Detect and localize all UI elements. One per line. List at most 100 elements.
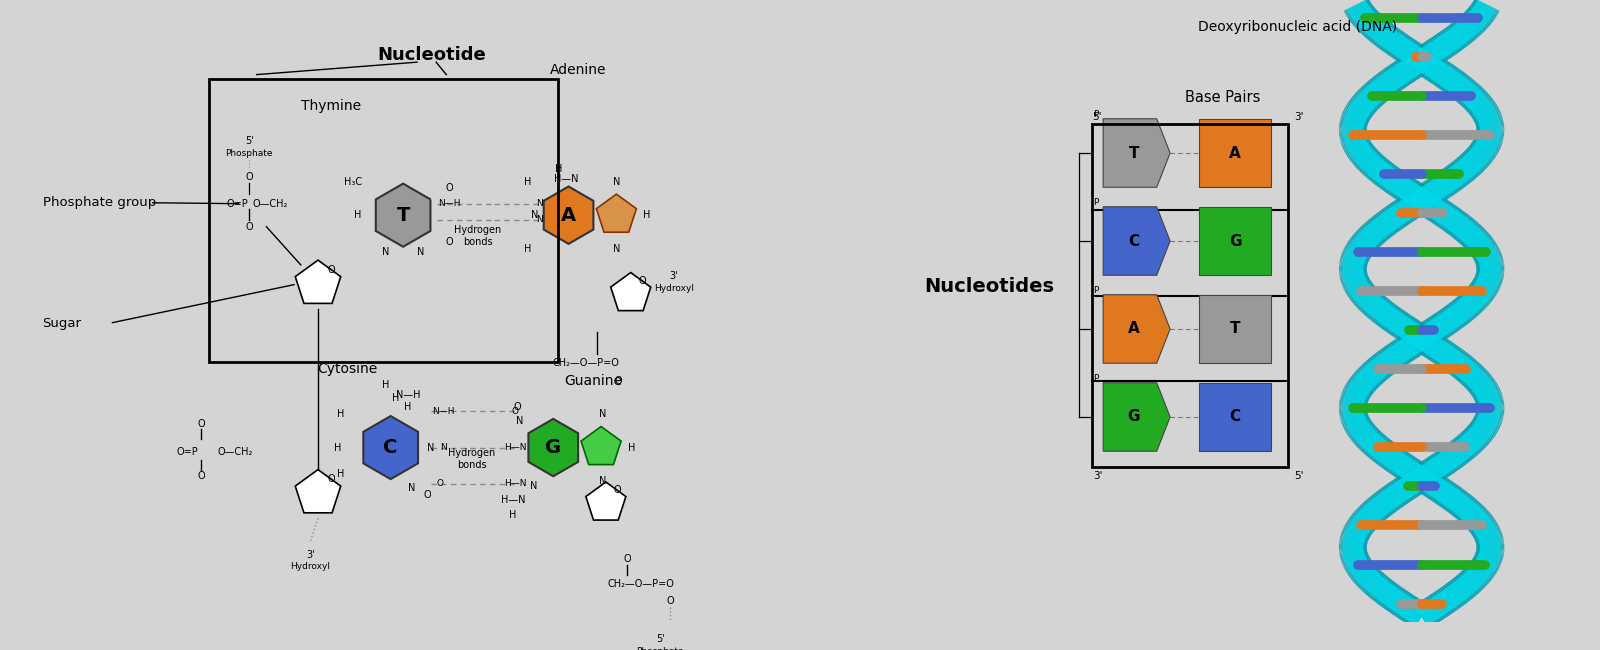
- Text: G: G: [1128, 410, 1141, 424]
- Text: A: A: [1229, 146, 1242, 161]
- Text: O—CH₂: O—CH₂: [218, 447, 253, 458]
- Text: 3': 3': [1093, 471, 1102, 481]
- Polygon shape: [1102, 207, 1170, 275]
- Text: A: A: [562, 205, 576, 225]
- Text: Thymine: Thymine: [301, 99, 362, 113]
- Text: Hydroxyl: Hydroxyl: [290, 562, 330, 571]
- Polygon shape: [1102, 383, 1170, 451]
- Text: H: H: [523, 244, 531, 254]
- Text: Hydroxyl: Hydroxyl: [654, 284, 694, 293]
- Polygon shape: [586, 482, 626, 520]
- Text: C: C: [384, 438, 398, 457]
- Text: C: C: [1128, 233, 1139, 248]
- Text: H: H: [643, 210, 651, 220]
- Text: H: H: [392, 393, 398, 403]
- Polygon shape: [611, 272, 651, 311]
- Text: H: H: [382, 380, 389, 391]
- Text: C: C: [1229, 410, 1240, 424]
- Text: N: N: [531, 210, 539, 220]
- Text: H: H: [338, 409, 344, 419]
- Text: O: O: [445, 183, 453, 194]
- Text: O: O: [245, 222, 253, 231]
- Text: O: O: [445, 237, 453, 247]
- Text: P: P: [1093, 198, 1098, 207]
- Text: N: N: [600, 409, 606, 419]
- Text: H—N: H—N: [504, 443, 526, 452]
- Text: P: P: [1093, 374, 1098, 384]
- Text: O: O: [197, 419, 205, 428]
- Polygon shape: [296, 260, 341, 304]
- Text: O: O: [197, 471, 205, 481]
- Text: H: H: [354, 210, 362, 220]
- Text: N—H: N—H: [395, 390, 421, 400]
- Text: O=P: O=P: [176, 447, 198, 458]
- Text: N—H: N—H: [432, 407, 454, 416]
- Text: H: H: [627, 443, 635, 452]
- Text: H: H: [523, 177, 531, 187]
- Text: Phosphate group: Phosphate group: [43, 196, 155, 209]
- Text: P: P: [1093, 111, 1098, 120]
- Text: N: N: [382, 246, 389, 257]
- Text: O: O: [614, 486, 621, 495]
- Text: O: O: [512, 407, 518, 416]
- Text: G: G: [546, 438, 562, 457]
- Text: O: O: [622, 554, 630, 564]
- Text: 3': 3': [306, 550, 315, 560]
- Polygon shape: [597, 194, 637, 232]
- Text: N: N: [440, 443, 446, 452]
- Text: T: T: [1128, 146, 1139, 161]
- Text: CH₂—O—P=O: CH₂—O—P=O: [608, 579, 675, 590]
- Polygon shape: [376, 183, 430, 247]
- Text: N: N: [427, 443, 435, 452]
- Text: N: N: [408, 483, 416, 493]
- Text: Base Pairs: Base Pairs: [1186, 90, 1261, 105]
- Text: Phosphate: Phosphate: [637, 647, 685, 650]
- Text: O: O: [514, 402, 520, 412]
- Text: O: O: [245, 172, 253, 182]
- Text: Cytosine: Cytosine: [317, 362, 378, 376]
- Text: N: N: [613, 177, 621, 187]
- Text: N: N: [517, 416, 523, 426]
- Polygon shape: [528, 419, 578, 476]
- Polygon shape: [1102, 119, 1170, 187]
- Text: H: H: [334, 443, 342, 452]
- Text: O: O: [638, 276, 646, 286]
- Text: O: O: [666, 595, 674, 606]
- Polygon shape: [1198, 383, 1272, 451]
- Text: O: O: [424, 490, 430, 501]
- Text: Nucleotides: Nucleotides: [925, 278, 1054, 296]
- Text: H—N: H—N: [501, 495, 525, 505]
- Text: O: O: [437, 480, 443, 488]
- Text: N: N: [536, 215, 544, 224]
- Text: O—CH₂: O—CH₂: [253, 199, 288, 209]
- Text: 5': 5': [1294, 471, 1304, 481]
- Text: O: O: [328, 474, 334, 484]
- Text: Hydrogen
bonds: Hydrogen bonds: [454, 226, 501, 247]
- Polygon shape: [1102, 294, 1170, 363]
- Text: H: H: [405, 402, 411, 412]
- Polygon shape: [296, 469, 341, 513]
- Text: Sugar: Sugar: [43, 317, 82, 330]
- Text: Guanine: Guanine: [565, 374, 622, 387]
- Text: Hydrogen
bonds: Hydrogen bonds: [448, 448, 496, 470]
- Text: N: N: [613, 244, 621, 254]
- Text: H: H: [338, 469, 344, 479]
- Polygon shape: [544, 187, 594, 244]
- Polygon shape: [581, 426, 621, 465]
- Text: P: P: [1093, 287, 1098, 295]
- Text: 5': 5': [1093, 112, 1102, 122]
- Text: T: T: [1230, 322, 1240, 337]
- Text: H: H: [509, 510, 517, 519]
- Text: N: N: [536, 199, 544, 208]
- Text: Adenine: Adenine: [550, 63, 606, 77]
- Text: N: N: [531, 481, 538, 491]
- Text: A: A: [1128, 322, 1139, 337]
- Text: O: O: [328, 265, 334, 275]
- Text: 5': 5': [245, 136, 253, 146]
- Text: N—H: N—H: [438, 199, 461, 208]
- Text: H₃C: H₃C: [344, 177, 363, 187]
- Text: O=P: O=P: [227, 199, 248, 209]
- Text: Nucleotide: Nucleotide: [378, 46, 486, 64]
- Text: N: N: [416, 246, 424, 257]
- Text: G: G: [1229, 233, 1242, 248]
